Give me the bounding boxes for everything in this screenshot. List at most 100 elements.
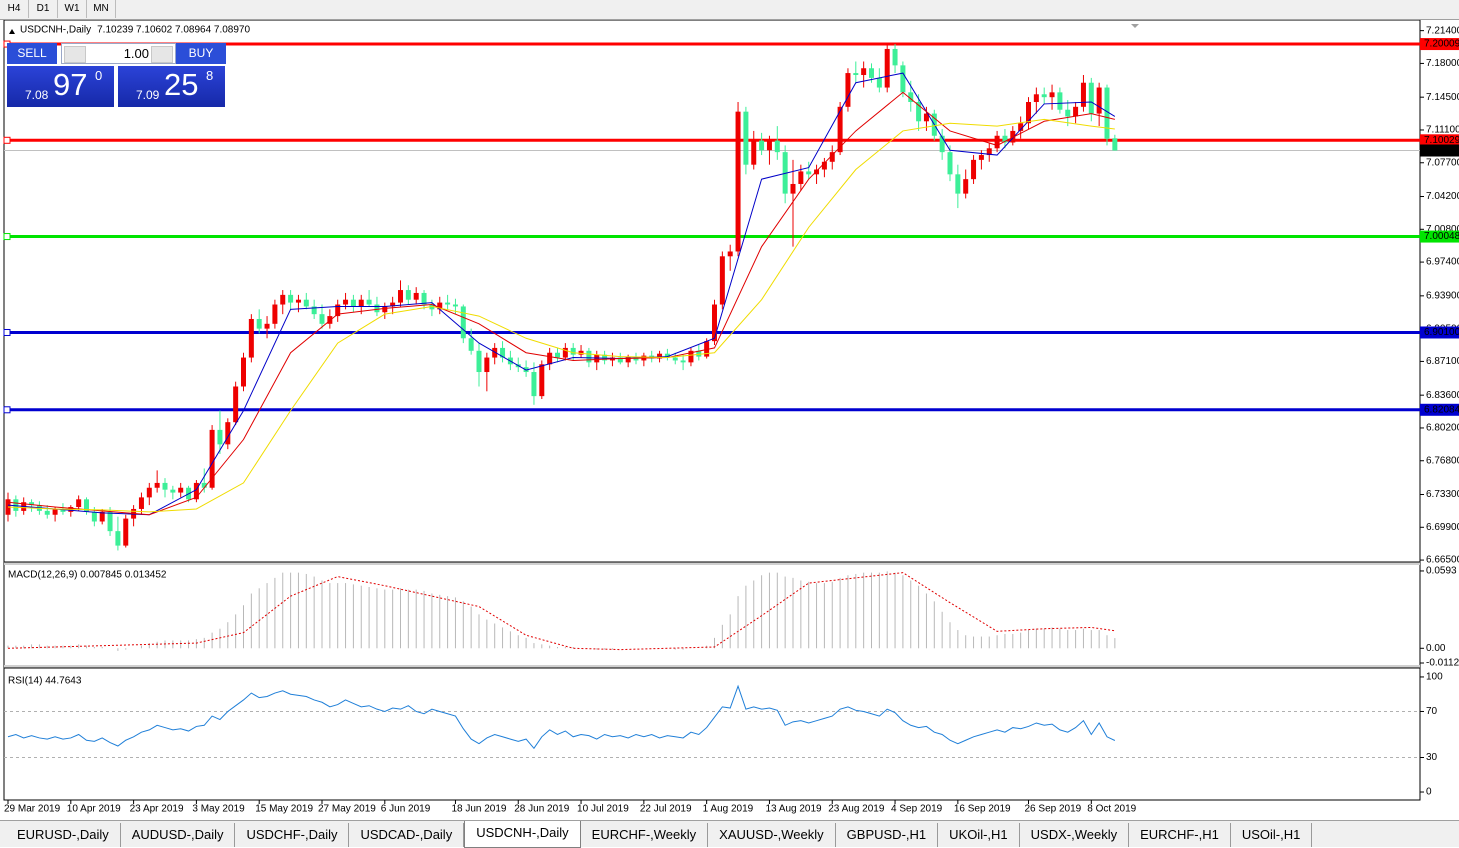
candle-body: [350, 299, 356, 307]
candle-body: [884, 48, 890, 88]
candle-body: [845, 73, 851, 107]
y-tick-label: 70: [1426, 706, 1438, 717]
candle-body: [1010, 130, 1016, 143]
candle-body: [531, 372, 537, 397]
candle-body: [947, 152, 953, 175]
timeframe-toolbar: H4 D1 W1 MN: [0, 0, 1459, 20]
shift-marker[interactable]: [1131, 24, 1139, 28]
chart-tab[interactable]: GBPUSD-,H1: [836, 823, 939, 847]
candle-body: [986, 148, 992, 156]
candle-body: [1065, 109, 1071, 117]
candle-body: [280, 294, 286, 305]
one-click-trading: SELL 1.00 BUY 7.08 97 0 7.09 25 8: [7, 43, 226, 108]
candle-body: [829, 152, 835, 162]
candle-body: [374, 304, 380, 313]
candle-body: [562, 347, 568, 358]
timeframe-button[interactable]: W1: [58, 0, 87, 18]
collapse-arrow[interactable]: [9, 29, 15, 34]
candle-body: [978, 155, 984, 160]
candle-body: [900, 65, 906, 93]
candle-body: [76, 499, 82, 508]
x-tick-label: 10 Apr 2019: [67, 804, 121, 815]
candle-body: [821, 161, 827, 170]
candle-body: [107, 511, 113, 532]
candle-body: [751, 140, 757, 165]
chart-tab[interactable]: USDX-,Weekly: [1020, 823, 1130, 847]
candle-body: [91, 511, 97, 522]
candle-body: [500, 347, 506, 358]
panel-separator: [4, 562, 1420, 565]
sell-button[interactable]: SELL: [7, 43, 57, 64]
candle-body: [84, 499, 89, 512]
y-tick-label: 0: [1426, 787, 1432, 798]
candle-body: [955, 174, 961, 194]
lot-field[interactable]: 1.00: [61, 43, 176, 64]
x-tick-label: 4 Sep 2019: [891, 804, 943, 815]
candle-body: [712, 304, 717, 342]
candle-body: [382, 306, 388, 313]
candle-body: [908, 92, 914, 103]
candle-body: [1112, 138, 1118, 151]
candle-body: [170, 489, 176, 493]
candle-body: [1073, 106, 1079, 117]
x-tick-label: 23 Aug 2019: [828, 804, 885, 815]
candle-body: [719, 256, 725, 305]
candle-body: [201, 482, 207, 488]
timeframe-button[interactable]: H4: [0, 0, 29, 18]
candle-body: [602, 354, 608, 361]
chart-tab[interactable]: USOil-,H1: [1231, 823, 1313, 847]
chart-tab[interactable]: USDCNH-,Daily: [464, 821, 581, 848]
lot-decrease[interactable]: [64, 46, 86, 63]
candle-body: [366, 299, 372, 305]
candle-body: [52, 508, 58, 515]
moving-average: [7, 118, 1115, 513]
chart-tab[interactable]: USDCAD-,Daily: [349, 823, 465, 847]
x-tick-label: 27 May 2019: [318, 804, 376, 815]
candle-body: [225, 422, 231, 445]
sell-quote[interactable]: 7.08 97 0: [7, 66, 114, 107]
candle-body: [44, 510, 50, 515]
candle-body: [358, 299, 364, 307]
candle-body: [727, 251, 733, 257]
x-tick-label: 3 May 2019: [192, 804, 245, 815]
candle-body: [303, 299, 309, 307]
candle-body: [484, 357, 490, 373]
buy-button[interactable]: BUY: [176, 43, 226, 64]
chart-tab[interactable]: USDCHF-,Daily: [235, 823, 350, 847]
chart-tab[interactable]: XAUUSD-,Weekly: [708, 823, 836, 847]
y-tick-label: 6.83600: [1426, 390, 1459, 401]
candle-body: [60, 508, 66, 512]
x-tick-label: 8 Oct 2019: [1087, 804, 1136, 815]
candle-body: [743, 111, 749, 165]
timeframe-button[interactable]: D1: [29, 0, 58, 18]
candle-body: [138, 497, 144, 509]
chart-tab[interactable]: EURUSD-,Daily: [6, 823, 121, 847]
buy-quote[interactable]: 7.09 25 8: [118, 66, 225, 107]
candle-body: [555, 352, 560, 358]
chart-tab[interactable]: EURCHF-,H1: [1129, 823, 1231, 847]
candle-body: [1026, 102, 1031, 124]
candle-body: [492, 347, 498, 358]
candle-body: [115, 531, 121, 546]
candle-body: [217, 429, 223, 445]
candle-body: [696, 350, 702, 357]
candle-body: [798, 171, 804, 184]
panel-title: MACD(12,26,9) 0.007845 0.013452: [8, 570, 167, 581]
price-big: 7.09: [136, 88, 160, 102]
timeframe-button[interactable]: MN: [87, 0, 116, 18]
y-tick-label: 7.07700: [1426, 157, 1459, 168]
candle-body: [1049, 92, 1055, 98]
candle-body: [1018, 123, 1024, 131]
lot-increase[interactable]: [151, 46, 173, 63]
chart-tab[interactable]: EURCHF-,Weekly: [581, 823, 709, 847]
chart-tab[interactable]: AUDUSD-,Daily: [121, 823, 236, 847]
price-fraction: 0: [95, 68, 103, 83]
chart-tab[interactable]: UKOil-,H1: [938, 823, 1020, 847]
y-tick-label: 6.73300: [1426, 489, 1459, 500]
x-tick-label: 22 Jul 2019: [640, 804, 692, 815]
candle-body: [272, 304, 278, 324]
candle-body: [1002, 135, 1008, 143]
candle-body: [861, 68, 867, 76]
candle-body: [759, 140, 765, 151]
